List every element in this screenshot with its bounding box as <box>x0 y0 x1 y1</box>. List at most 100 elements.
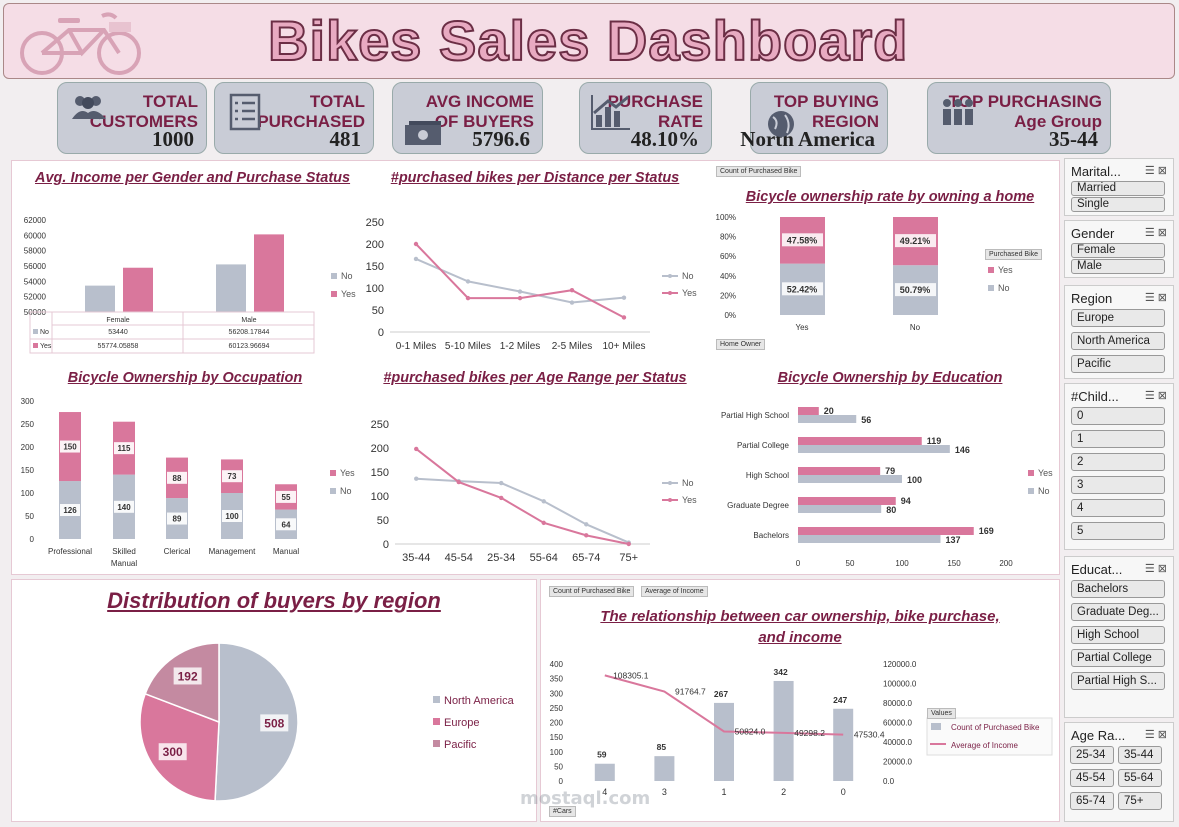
kpi-card-4: TOP BUYING REGION North America <box>740 82 888 154</box>
bar-count <box>773 680 794 781</box>
field-button-home-owner[interactable]: Home Owner <box>716 339 766 350</box>
pie-slice <box>214 642 299 802</box>
bar-yes <box>798 497 896 505</box>
kpi-value: North America <box>740 127 875 151</box>
field-button-count[interactable]: Count of Purchased Bike <box>716 166 802 177</box>
slicer-item[interactable]: 55-64 <box>1118 769 1162 787</box>
clear-filter-icon[interactable]: ⊠ <box>1157 292 1167 304</box>
x-tick-label: 5-10 Miles <box>445 341 491 352</box>
label-bg <box>60 504 80 517</box>
slicer-item[interactable]: 2 <box>1071 453 1165 471</box>
slicer-item[interactable]: 5 <box>1071 522 1165 540</box>
slicer-item[interactable]: Europe <box>1071 309 1165 327</box>
slicer-item[interactable]: Single <box>1071 197 1165 212</box>
clear-filter-icon[interactable]: ⊠ <box>1157 165 1167 177</box>
slicer-item[interactable]: Partial College <box>1071 649 1165 667</box>
slicer-item[interactable]: 65-74 <box>1070 792 1114 810</box>
field-button-values[interactable]: Values <box>927 708 956 719</box>
x-tick-label: 200 <box>999 559 1013 568</box>
slicer-item[interactable]: North America <box>1071 332 1165 350</box>
people-icon <box>72 96 106 119</box>
slicer-item[interactable]: Married <box>1071 181 1165 196</box>
x-tick-label: Manual <box>111 559 137 568</box>
data-point-yes <box>414 446 419 452</box>
slicer-item[interactable]: 45-54 <box>1070 769 1114 787</box>
y-tick-label: 50 <box>372 305 384 317</box>
slicer-item[interactable]: 0 <box>1071 407 1165 425</box>
slicer-item[interactable]: Partial High S... <box>1071 672 1165 690</box>
line4-legend-label: No <box>682 478 694 488</box>
field-button-cars[interactable]: #Cars <box>549 806 576 817</box>
y2-tick-label: 40000.0 <box>883 738 912 747</box>
multi-select-icon[interactable]: ☰ <box>1144 292 1155 304</box>
slicer-5: Age Ra... ☰ ⊠ 25-34 35-44 45-54 55-64 65-74 75+ <box>1064 722 1174 822</box>
kpi-label: AVG INCOME OF BUYERS <box>425 92 534 131</box>
bar-yes <box>123 267 153 312</box>
multi-select-icon[interactable]: ☰ <box>1144 729 1155 741</box>
edu-legend-label: No <box>1038 486 1050 496</box>
data-point-yes <box>499 495 504 501</box>
slicer-item[interactable]: 3 <box>1071 476 1165 494</box>
chart-title: Bicycle ownership rate by owning a home <box>745 189 1035 205</box>
clear-filter-icon[interactable]: ⊠ <box>1157 227 1167 239</box>
multi-select-icon[interactable]: ☰ <box>1144 165 1155 177</box>
slicer-item[interactable]: Graduate Deg... <box>1071 603 1165 621</box>
y-tick-label: Bachelors <box>753 531 789 540</box>
field-button-income[interactable]: Average of Income <box>641 586 708 597</box>
checklist-icon <box>229 93 261 131</box>
label-bg <box>114 500 134 513</box>
slicer-item[interactable]: 75+ <box>1118 792 1162 810</box>
y-tick-label: 52000 <box>24 293 47 302</box>
data-label: 49.21% <box>900 236 931 246</box>
slicer-title: Educat... <box>1071 562 1123 577</box>
y-tick-label: High School <box>746 471 789 480</box>
bar-count <box>714 702 734 781</box>
slicer-item[interactable]: Pacific <box>1071 355 1165 373</box>
combo-legend-box <box>926 717 1053 756</box>
occ-legend-swatch <box>330 488 336 494</box>
x-tick-label: 150 <box>947 559 961 568</box>
table-row-label: Yes <box>40 343 52 350</box>
data-point-yes <box>621 315 627 320</box>
bar-no <box>798 475 902 483</box>
data-label: 80 <box>886 505 896 515</box>
multi-select-icon[interactable]: ☰ <box>1144 563 1155 575</box>
line1-legend-marker <box>668 291 672 295</box>
home-legend-label: No <box>998 283 1010 293</box>
clear-filter-icon[interactable]: ⊠ <box>1157 563 1167 575</box>
slicer-item[interactable]: High School <box>1071 626 1165 644</box>
bar-count <box>654 756 675 781</box>
slicer-item[interactable]: Bachelors <box>1071 580 1165 598</box>
slicer-item[interactable]: Female <box>1071 243 1165 258</box>
data-label: 88 <box>173 474 182 483</box>
slicer-item[interactable]: 4 <box>1071 499 1165 517</box>
field-button-purchased[interactable]: Purchased Bike <box>985 249 1043 260</box>
x-tick-label: 45-54 <box>445 552 473 564</box>
data-label: 119 <box>927 436 942 446</box>
slicer-item[interactable]: Male <box>1071 259 1165 274</box>
data-label: 100 <box>225 512 239 521</box>
y2-tick-label: 100000.0 <box>883 680 917 689</box>
line4-legend-marker <box>668 481 672 485</box>
data-point-no <box>413 256 419 262</box>
x-tick-label: Yes <box>795 323 808 332</box>
slicer-item[interactable]: 25-34 <box>1070 746 1114 764</box>
clear-filter-icon[interactable]: ⊠ <box>1157 390 1167 402</box>
y-tick-label: 80% <box>720 233 736 242</box>
slicer-item[interactable]: 35-44 <box>1118 746 1162 764</box>
data-label: 247 <box>833 695 847 705</box>
slicer-item[interactable]: 1 <box>1071 430 1165 448</box>
field-button-count[interactable]: Count of Purchased Bike <box>549 586 635 597</box>
income-label: 47530.4 <box>854 730 885 740</box>
multi-select-icon[interactable]: ☰ <box>1144 390 1155 402</box>
chart-title: Avg. Income per Gender and Purchase Stat… <box>35 170 351 186</box>
data-label: 59 <box>597 750 607 760</box>
multi-select-icon[interactable]: ☰ <box>1144 227 1155 239</box>
occ-legend-label: No <box>340 486 352 496</box>
x-tick-label: Clerical <box>164 547 191 556</box>
y-tick-label: 0 <box>378 327 384 339</box>
chart-title: Distribution of buyers by region <box>107 588 441 613</box>
clear-filter-icon[interactable]: ⊠ <box>1157 729 1167 741</box>
y2-tick-label: 60000.0 <box>883 719 912 728</box>
